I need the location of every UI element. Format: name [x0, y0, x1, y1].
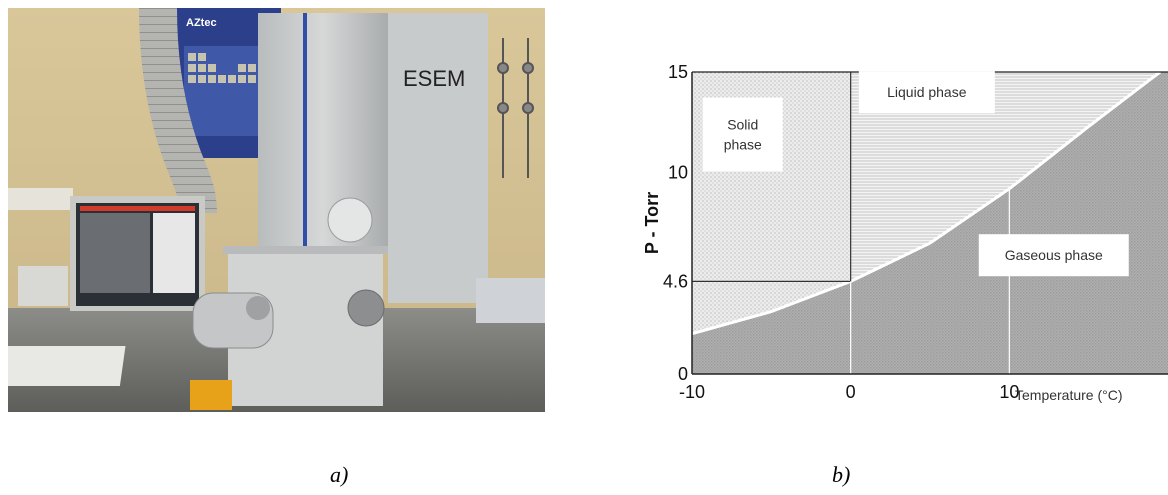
keyboard [8, 346, 126, 386]
y-axis-title: P - Torr [642, 192, 662, 254]
phase-label-liquid: Liquid phase [858, 71, 995, 114]
y-tick-label: 0 [678, 364, 688, 384]
esem-column: ESEM [192, 13, 488, 406]
meter [190, 380, 232, 410]
phase-label-box [702, 97, 783, 172]
vapor-pressure-curve [691, 70, 1162, 336]
x-tick-label: 0 [846, 382, 856, 402]
exhaust-duct [139, 8, 217, 214]
poster-title: AZtec [186, 17, 217, 29]
phase-label-gaseous: Gaseous phase [978, 234, 1129, 277]
phase-label-text: phase [724, 136, 762, 152]
phase-label-solid: Solid phase [702, 97, 783, 172]
phase-label-text: Gaseous phase [1005, 247, 1103, 263]
phase-label-text: Liquid phase [887, 84, 967, 100]
phase-diagram: -10 0 10 0 4.6 10 15 Solid phase Liquid phase Gase… [630, 40, 1168, 420]
liquid-phase-region [850, 72, 1161, 282]
x-tick-label: 10 [999, 382, 1019, 402]
esem-photo-illustration: AZtec ESEM [8, 8, 545, 412]
y-tick-label: 10 [668, 163, 688, 183]
phase-label-box [978, 234, 1129, 277]
instrument-label: ESEM [403, 66, 465, 91]
printer [476, 278, 545, 323]
x-tick-label: -10 [679, 382, 705, 402]
phase-label-box [858, 71, 995, 114]
y-tick-label: 15 [668, 62, 688, 82]
monitor [70, 196, 205, 311]
phase-label-text: Solid [727, 116, 758, 132]
caption-a: a) [330, 462, 349, 487]
phase-regions [692, 72, 1168, 374]
x-axis-title: Temperature (°C) [1015, 387, 1123, 403]
gaseous-phase-region [692, 72, 1168, 374]
esem-photo: AZtec ESEM [8, 8, 545, 412]
caption-b: b) [832, 462, 851, 487]
y-tick-label: 4.6 [663, 271, 688, 291]
phase-curves [691, 70, 1162, 374]
